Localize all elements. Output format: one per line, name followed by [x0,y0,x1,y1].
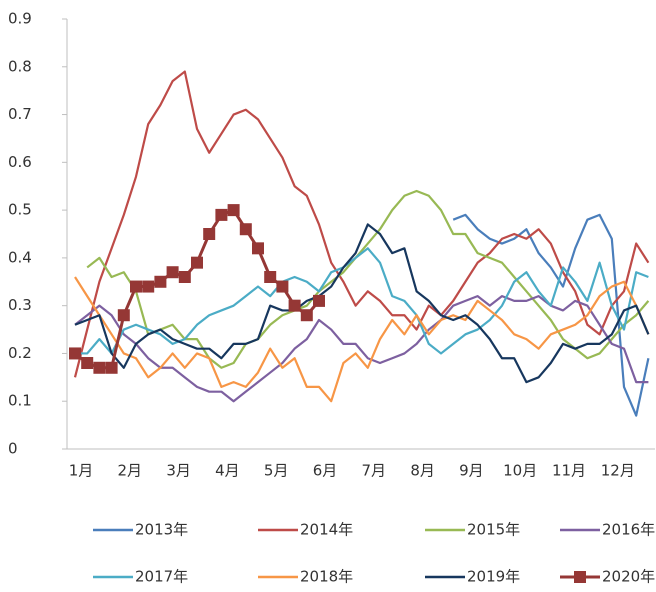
series-marker [81,357,94,369]
x-tick-label: 2月 [118,462,143,480]
series-line [74,223,650,384]
x-tick-label: 6月 [313,462,338,480]
legend-label: 2013年 [135,521,188,539]
series-line [73,70,650,378]
x-tick-label: 9月 [459,462,484,480]
series-line [86,189,650,369]
x-tick-label: 12月 [601,462,635,480]
x-tick-label: 3月 [166,462,191,480]
series-marker [252,242,264,255]
series-marker [264,271,277,283]
legend-label: 2017年 [135,568,188,586]
legend-label: 2015年 [467,521,520,539]
x-tick-label: 10月 [503,462,537,480]
series-marker [313,294,325,307]
series-marker [288,299,301,312]
series-marker [154,275,167,288]
x-tick-label: 4月 [215,462,240,480]
series-marker [93,361,106,374]
series-marker [166,266,179,279]
legend-marker [574,571,586,583]
series-marker [105,361,118,374]
series-marker [203,228,216,240]
y-tick-label: 0.5 [8,201,32,219]
series-marker [276,280,289,293]
series-line [74,276,650,403]
legend-label: 2014年 [300,521,353,539]
legend-label: 2020年 [602,568,655,586]
y-tick-label: 0.1 [8,392,32,410]
x-tick-label: 8月 [410,462,435,480]
series-line [74,295,649,403]
y-tick-label: 0.4 [8,248,32,266]
legend-label: 2016年 [602,521,655,539]
y-tick-label: 0.9 [8,10,32,28]
series-marker [142,280,155,293]
y-tick-label: 0.8 [8,57,32,75]
legend-label: 2019年 [467,568,520,586]
x-tick-label: 5月 [264,462,289,480]
y-tick-label: 0.7 [8,105,32,123]
series-marker [239,223,252,236]
series-marker [215,208,228,221]
y-tick-label: 0 [8,440,18,458]
series-marker [178,271,191,283]
x-tick-label: 7月 [362,462,387,480]
series-marker [130,280,142,293]
y-tick-label: 0.6 [8,153,32,171]
x-tick-label: 11月 [552,462,586,480]
series-marker [191,256,203,269]
series-marker [227,204,240,217]
y-tick-label: 0.2 [8,344,32,362]
series-line [75,247,649,355]
x-tick-label: 1月 [69,462,94,480]
series-line [452,213,650,417]
series-marker [117,309,130,322]
series-marker [300,309,313,322]
y-tick-label: 0.3 [8,296,32,314]
legend-label: 2018年 [300,568,353,586]
series-marker [69,347,81,360]
